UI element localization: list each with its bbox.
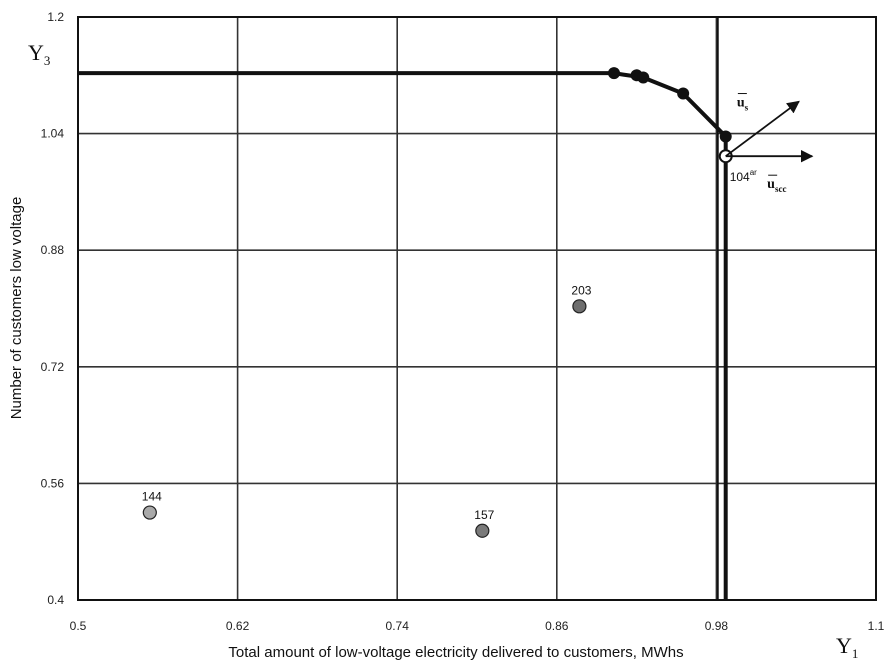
y-tick-label: 0.88: [41, 243, 65, 257]
y-tick-label: 1.04: [41, 127, 65, 141]
x-tick-label: 0.98: [705, 619, 729, 633]
tick-labels: 0.5 0.62 0.74 0.86 0.98 1.1 0.4 0.56 0.72 0.88 1.0…: [41, 10, 885, 633]
alternative-point: [572, 299, 587, 314]
x-tick-label: 1.1: [868, 619, 885, 633]
plot-background: [78, 17, 876, 600]
alternative-point: [475, 523, 490, 538]
x-tick-label: 0.62: [226, 619, 250, 633]
alternative-label: 144: [142, 490, 162, 504]
alternative-label: 203: [571, 283, 591, 297]
vector-label-sub: scc: [775, 184, 787, 194]
x-variable-main: Y: [836, 633, 852, 658]
x-tick-label: 0.86: [545, 619, 569, 633]
alternative-point: [142, 505, 157, 520]
y-tick-label: 0.4: [47, 593, 64, 607]
frontier-point: [677, 87, 690, 100]
alternative-label: 157: [474, 508, 494, 522]
frontier-point: [719, 130, 732, 143]
y-variable-label: Y3: [28, 40, 50, 68]
frontier-point: [607, 67, 620, 80]
x-tick-label: 0.5: [70, 619, 87, 633]
plot-frame: [77, 16, 877, 601]
grid: [78, 17, 876, 600]
y-variable-main: Y: [28, 40, 44, 65]
vector-label-sub: s: [745, 103, 749, 113]
projection-label-sup: ar: [750, 168, 757, 177]
y-tick-label: 0.56: [41, 476, 65, 490]
direction-vector: [725, 100, 800, 157]
y-variable-sub: 3: [44, 53, 51, 68]
x-variable-sub: 1: [852, 646, 859, 661]
x-axis-title: Total amount of low-voltage electricity …: [228, 644, 683, 661]
vector-label: us: [737, 96, 749, 113]
y-axis-title: Number of customers low voltage: [8, 197, 25, 420]
frontier-point: [637, 71, 650, 84]
x-tick-label: 0.74: [386, 619, 410, 633]
y-tick-label: 0.72: [41, 360, 65, 374]
y-tick-label: 1.2: [47, 10, 64, 24]
x-variable-label: Y1: [836, 633, 858, 661]
